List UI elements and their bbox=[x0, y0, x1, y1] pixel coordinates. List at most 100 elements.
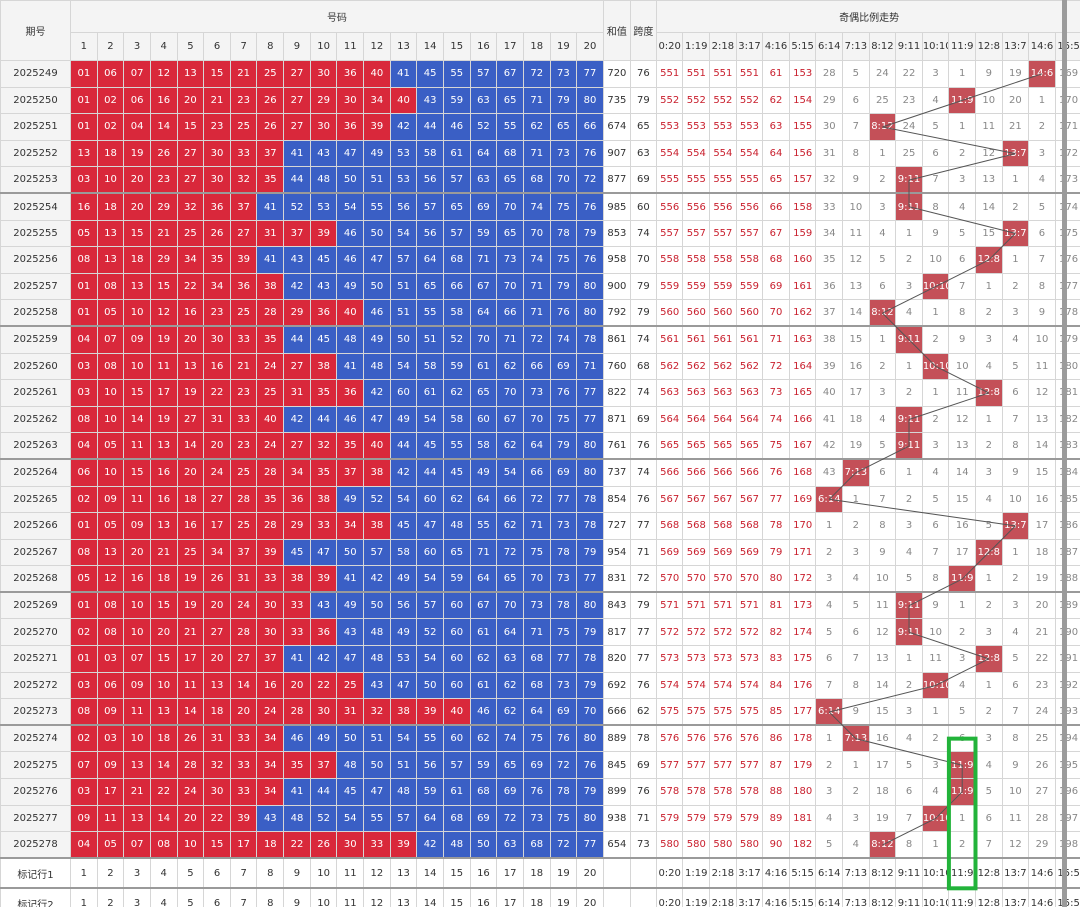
ratio-cell: 34 bbox=[815, 219, 844, 248]
number: 29 bbox=[309, 86, 338, 115]
number: 13 bbox=[123, 272, 151, 301]
span: 68 bbox=[629, 352, 657, 381]
ratio-cell: 557 bbox=[709, 219, 737, 248]
number: 23 bbox=[229, 86, 258, 115]
ratio-cell: 575 bbox=[709, 698, 737, 726]
ratio-cell: 8:12 bbox=[868, 831, 897, 859]
number: 45 bbox=[309, 325, 338, 354]
number: 42 bbox=[389, 113, 418, 141]
number: 34 bbox=[363, 86, 391, 115]
number: 68 bbox=[469, 778, 498, 806]
number: 24 bbox=[229, 591, 258, 620]
ratio-cell: 9 bbox=[948, 325, 976, 354]
footer-number: 17 bbox=[496, 887, 524, 907]
ratio-cell: 11:9 bbox=[948, 86, 976, 115]
ratio-cell: 6 bbox=[1001, 379, 1030, 407]
ratio-cell: 580 bbox=[735, 831, 764, 859]
ratio-column: 11:9 bbox=[948, 32, 976, 61]
period: 2025274 bbox=[0, 724, 71, 753]
number: 44 bbox=[283, 325, 311, 354]
ratio-cell: 9:11 bbox=[895, 432, 923, 460]
number: 02 bbox=[70, 724, 98, 753]
ratio-cell: 2 bbox=[842, 778, 870, 806]
number: 73 bbox=[549, 671, 578, 700]
number: 26 bbox=[203, 565, 231, 593]
number: 13 bbox=[70, 139, 98, 168]
number: 43 bbox=[336, 618, 365, 647]
number: 77 bbox=[576, 405, 604, 434]
number: 71 bbox=[576, 352, 604, 381]
number: 77 bbox=[576, 379, 604, 407]
ratio-cell: 569 bbox=[735, 538, 764, 567]
number: 06 bbox=[123, 86, 151, 115]
row: 2025255 05 13 15 21 25 26 27 31 37 39 46 50 54 56 57 59 6… bbox=[0, 219, 1080, 248]
ratio-cell: 187 bbox=[1054, 538, 1080, 567]
period: 2025275 bbox=[0, 751, 71, 780]
ratio-cell: 165 bbox=[788, 379, 817, 407]
ratio-cell: 555 bbox=[709, 166, 737, 194]
number: 25 bbox=[229, 113, 258, 141]
number: 78 bbox=[576, 645, 604, 673]
ratio-cell: 1 bbox=[1001, 246, 1030, 274]
number: 79 bbox=[576, 219, 604, 248]
number: 50 bbox=[363, 751, 391, 780]
number: 66 bbox=[442, 272, 471, 301]
ratio-cell: 5 bbox=[895, 751, 923, 780]
ratio-cell: 160 bbox=[788, 246, 817, 274]
ratio-cell: 6 bbox=[842, 86, 870, 115]
number: 47 bbox=[363, 246, 391, 274]
ratio-cell: 13:7 bbox=[1001, 139, 1030, 168]
number: 12 bbox=[149, 60, 178, 88]
ratio-cell: 3 bbox=[921, 60, 950, 88]
number: 45 bbox=[389, 512, 418, 540]
number: 46 bbox=[363, 299, 391, 327]
number: 25 bbox=[256, 379, 285, 407]
ratio-cell: 9 bbox=[1001, 458, 1030, 487]
footer-row: 标记行1 1 2 3 4 5 6 7 8 9 10 11 12 13 14 15 16 17 18 19 20 0:20 1… bbox=[0, 857, 1080, 889]
number: 80 bbox=[576, 432, 604, 460]
number: 27 bbox=[229, 219, 258, 248]
number: 34 bbox=[203, 538, 231, 567]
number: 75 bbox=[549, 246, 578, 274]
number: 15 bbox=[123, 219, 151, 248]
number: 79 bbox=[549, 86, 578, 115]
number: 79 bbox=[576, 671, 604, 700]
number: 68 bbox=[442, 246, 471, 274]
ratio-cell: 569 bbox=[682, 538, 711, 567]
number: 44 bbox=[283, 166, 311, 194]
footer-ratio: 2:18 bbox=[709, 857, 737, 889]
number: 66 bbox=[522, 458, 551, 487]
sum: 654 bbox=[602, 831, 631, 859]
number: 51 bbox=[389, 299, 418, 327]
number: 57 bbox=[416, 192, 444, 221]
number: 51 bbox=[363, 724, 391, 753]
ratio-cell: 24 bbox=[895, 113, 923, 141]
ratio-cell: 4 bbox=[948, 192, 976, 221]
period: 2025261 bbox=[0, 379, 71, 407]
sum: 889 bbox=[602, 724, 631, 753]
sum: 954 bbox=[602, 538, 631, 567]
ratio-cell: 43 bbox=[815, 458, 844, 487]
number: 16 bbox=[176, 299, 205, 327]
ratio-cell: 4 bbox=[842, 831, 870, 859]
number: 64 bbox=[469, 485, 498, 514]
number: 08 bbox=[96, 618, 125, 647]
number: 61 bbox=[442, 139, 471, 168]
number: 29 bbox=[283, 299, 311, 327]
ratio-cell: 570 bbox=[735, 565, 764, 593]
number: 35 bbox=[256, 166, 285, 194]
number: 73 bbox=[549, 512, 578, 540]
number-column: 11 bbox=[336, 32, 365, 61]
number: 20 bbox=[203, 591, 231, 620]
number: 23 bbox=[229, 379, 258, 407]
ratio-cell: 26 bbox=[1028, 751, 1056, 780]
number: 65 bbox=[496, 565, 524, 593]
row: 2025260 03 08 10 11 13 16 21 24 27 38 41 48 54 58 59 61 6… bbox=[0, 352, 1080, 381]
number: 65 bbox=[496, 86, 524, 115]
footer-ratio: 14:6 bbox=[1028, 857, 1056, 889]
number: 50 bbox=[416, 671, 444, 700]
ratio-cell: 10 bbox=[868, 565, 897, 593]
ratio-cell: 15 bbox=[842, 325, 870, 354]
ratio-cell: 157 bbox=[788, 166, 817, 194]
span: 60 bbox=[629, 192, 657, 221]
